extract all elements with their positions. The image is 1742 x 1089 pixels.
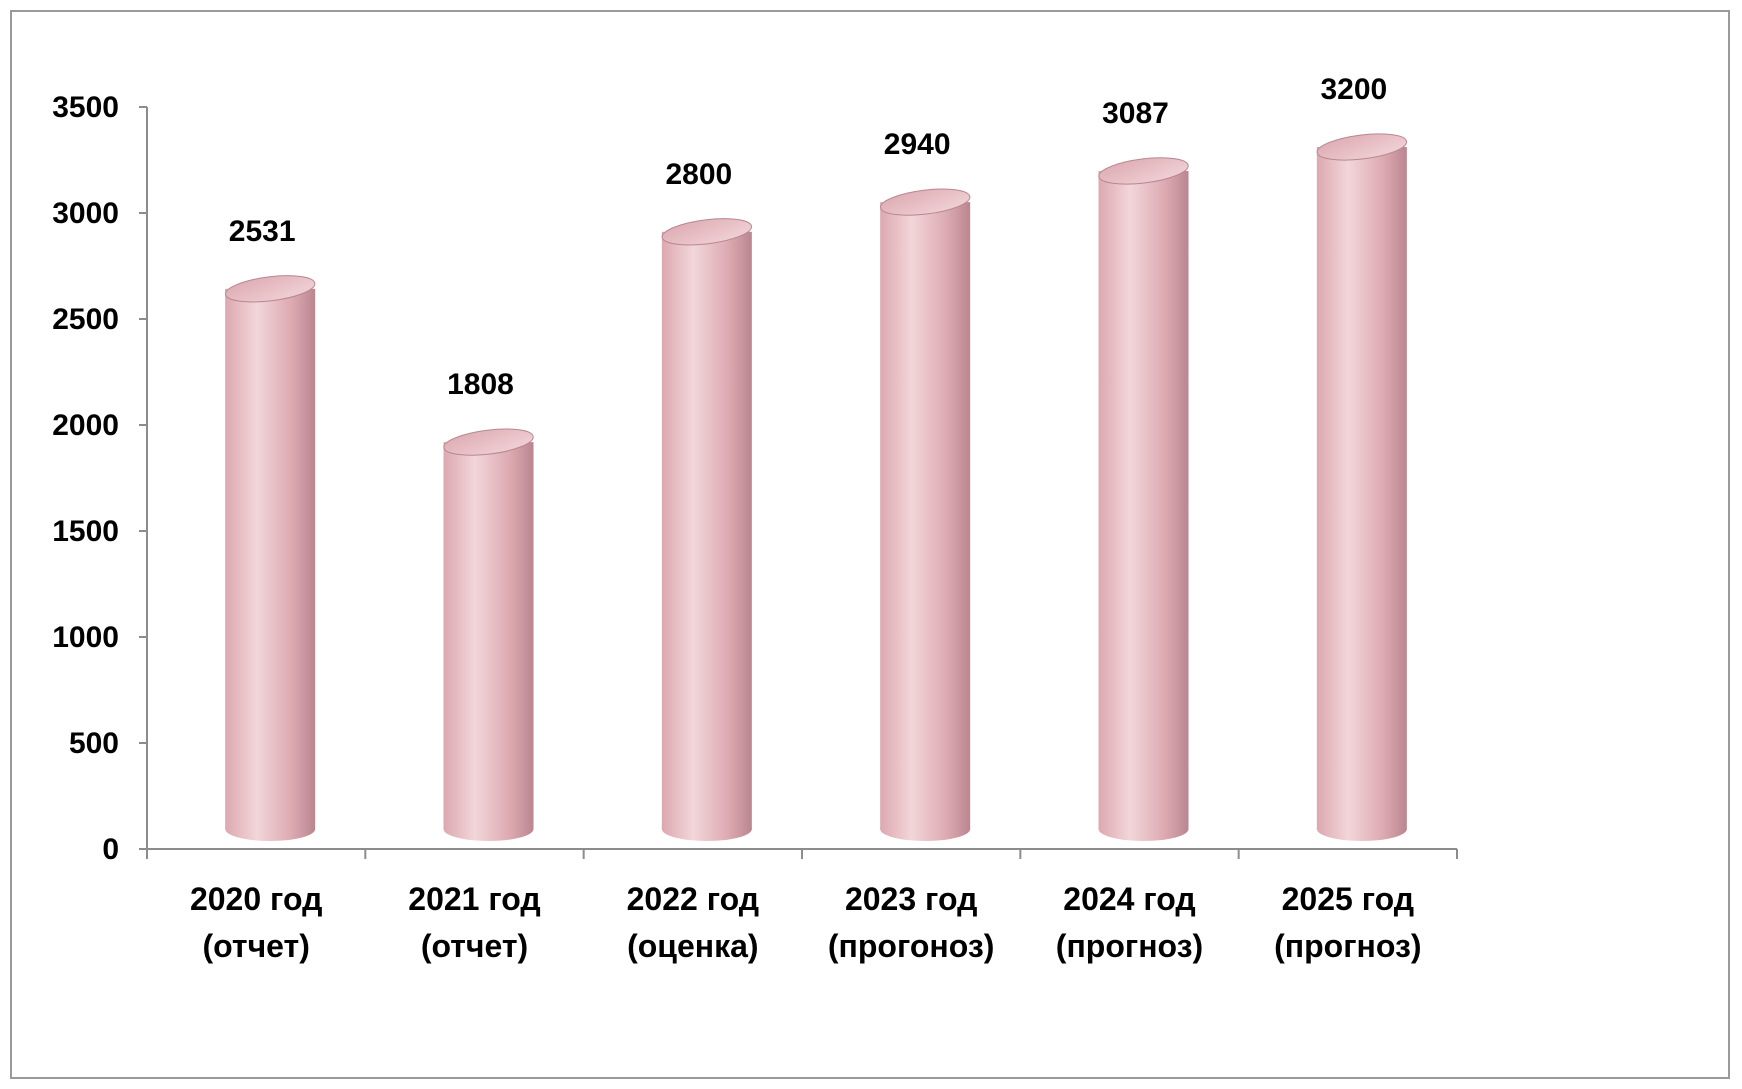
bar-top [1316,133,1408,161]
bar [661,218,753,841]
x-axis: 2020 год (отчет) 2021 год (отчет) 2022 год (о… [146,848,1458,964]
bar-base [661,817,752,841]
bar [224,275,316,841]
x-tick-label: 2025 год [1282,881,1414,917]
bar-base [1316,817,1407,841]
bar-top [224,275,316,303]
bar-base [225,817,316,841]
x-tick-label-sub: (отчет) [202,928,309,964]
bar [1316,133,1408,841]
y-tick-label: 2500 [52,303,119,336]
y-tick-label: 3500 [52,91,119,124]
x-tick-label-sub: (отчет) [421,928,528,964]
bar-body [1316,147,1407,829]
x-tick-label: 2021 год [408,881,540,917]
bar-body [661,231,752,830]
bars [224,133,1408,841]
bar [443,428,534,841]
data-label: 1808 [447,368,514,401]
data-label: 3200 [1320,73,1387,106]
y-tick-label: 1500 [52,515,119,548]
y-tick-label: 500 [69,727,119,760]
bar-base [443,817,534,841]
data-labels: 2531 1808 2800 2940 3087 3200 [229,73,1387,401]
x-tick-label: 2020 год [190,881,322,917]
data-label: 2800 [665,158,732,191]
bar-top [1098,157,1189,185]
bar-top [661,218,753,246]
x-tick-label-sub: (прогоноз) [828,928,995,964]
bar-body [880,202,971,829]
y-tick-label: 1000 [52,621,119,654]
y-tick-label: 3000 [52,197,119,230]
x-tick-label: 2023 год [845,881,977,917]
data-label: 2940 [884,128,951,161]
data-label: 3087 [1102,97,1169,130]
bar-top [443,428,534,456]
bar [879,188,971,841]
bar-top [879,188,971,216]
bar [1098,157,1189,841]
bar-base [880,817,971,841]
data-label: 2531 [229,215,296,248]
y-tick-label: 0 [102,833,119,866]
bar-base [1098,817,1189,841]
bar-body [225,288,316,829]
y-tick-label: 2000 [52,409,119,442]
x-tick-label-sub: (оценка) [627,928,758,964]
bar-body [443,442,534,829]
bar-chart: 0 500 1000 1500 2000 2500 3000 3500 2020 год (от… [52,73,1458,964]
x-tick-label-sub: (прогноз) [1056,928,1203,964]
x-tick-label-sub: (прогноз) [1274,928,1421,964]
x-tick-label: 2022 год [627,881,759,917]
x-tick-label: 2024 год [1063,881,1195,917]
y-axis: 0 500 1000 1500 2000 2500 3000 3500 [52,91,148,866]
bar-body [1098,170,1189,829]
chart-frame: 0 500 1000 1500 2000 2500 3000 3500 2020 год (от… [10,10,1730,1079]
